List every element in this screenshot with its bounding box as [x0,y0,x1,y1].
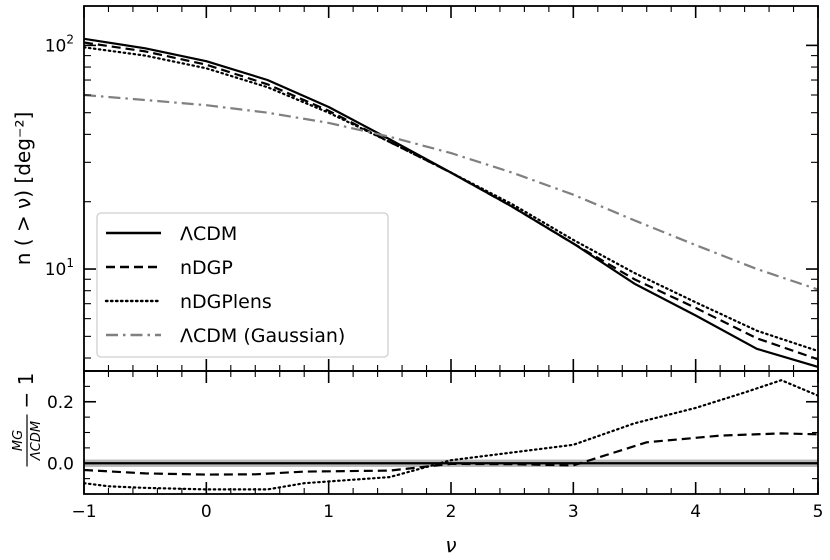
x-tick-label: 1 [323,502,334,522]
y-axis-label-bottom: MG ΛCDM − 1 [11,373,44,467]
y-tick-label-top: 101 [45,256,74,280]
series-line-top--cdm-gaussian- [84,93,818,291]
top-plot-area [84,37,818,368]
y-tick-label-top: 102 [45,32,74,56]
legend-label: ΛCDM (Gaussian) [180,325,345,347]
x-tick-label: 4 [690,502,701,522]
y-label-numerator: MG [11,430,26,451]
legend-label: ΛCDM [180,223,237,245]
legend-box [96,212,389,358]
legend-label: nDGP [180,257,233,279]
x-tick-label: 2 [446,502,457,522]
bottom-panel: 0.0 0.2 −1 0 1 2 3 4 5 ν MG ΛCDM − 1 [11,370,824,557]
x-tick-label: −1 [71,502,96,522]
legend-label: nDGPlens [180,291,272,313]
x-tick-label: 0 [201,502,212,522]
y-label-denominator: ΛCDM [29,421,44,461]
x-axis-label: ν [445,533,456,557]
bottom-frame [83,370,819,495]
y-label-tail: − 1 [14,373,38,409]
series-line-bottom-ndgp [84,432,818,476]
y-axis-label-top: n ( > ν) [deg⁻²] [11,112,35,266]
y-tick-label-bottom: 0.2 [47,393,74,413]
x-tick-label: 5 [813,502,824,522]
y-tick-label-bottom: 0.0 [47,454,74,474]
series-line-top-ndgplens [84,46,818,353]
top-panel: 101 102 n ( > ν) [deg⁻²] [11,5,819,372]
series-line-bottom-ndgplens [84,379,818,491]
x-tick-label: 3 [568,502,579,522]
legend: ΛCDM nDGP nDGPlens ΛCDM (Gaussian) [96,212,389,358]
bottom-plot-area [84,379,818,491]
